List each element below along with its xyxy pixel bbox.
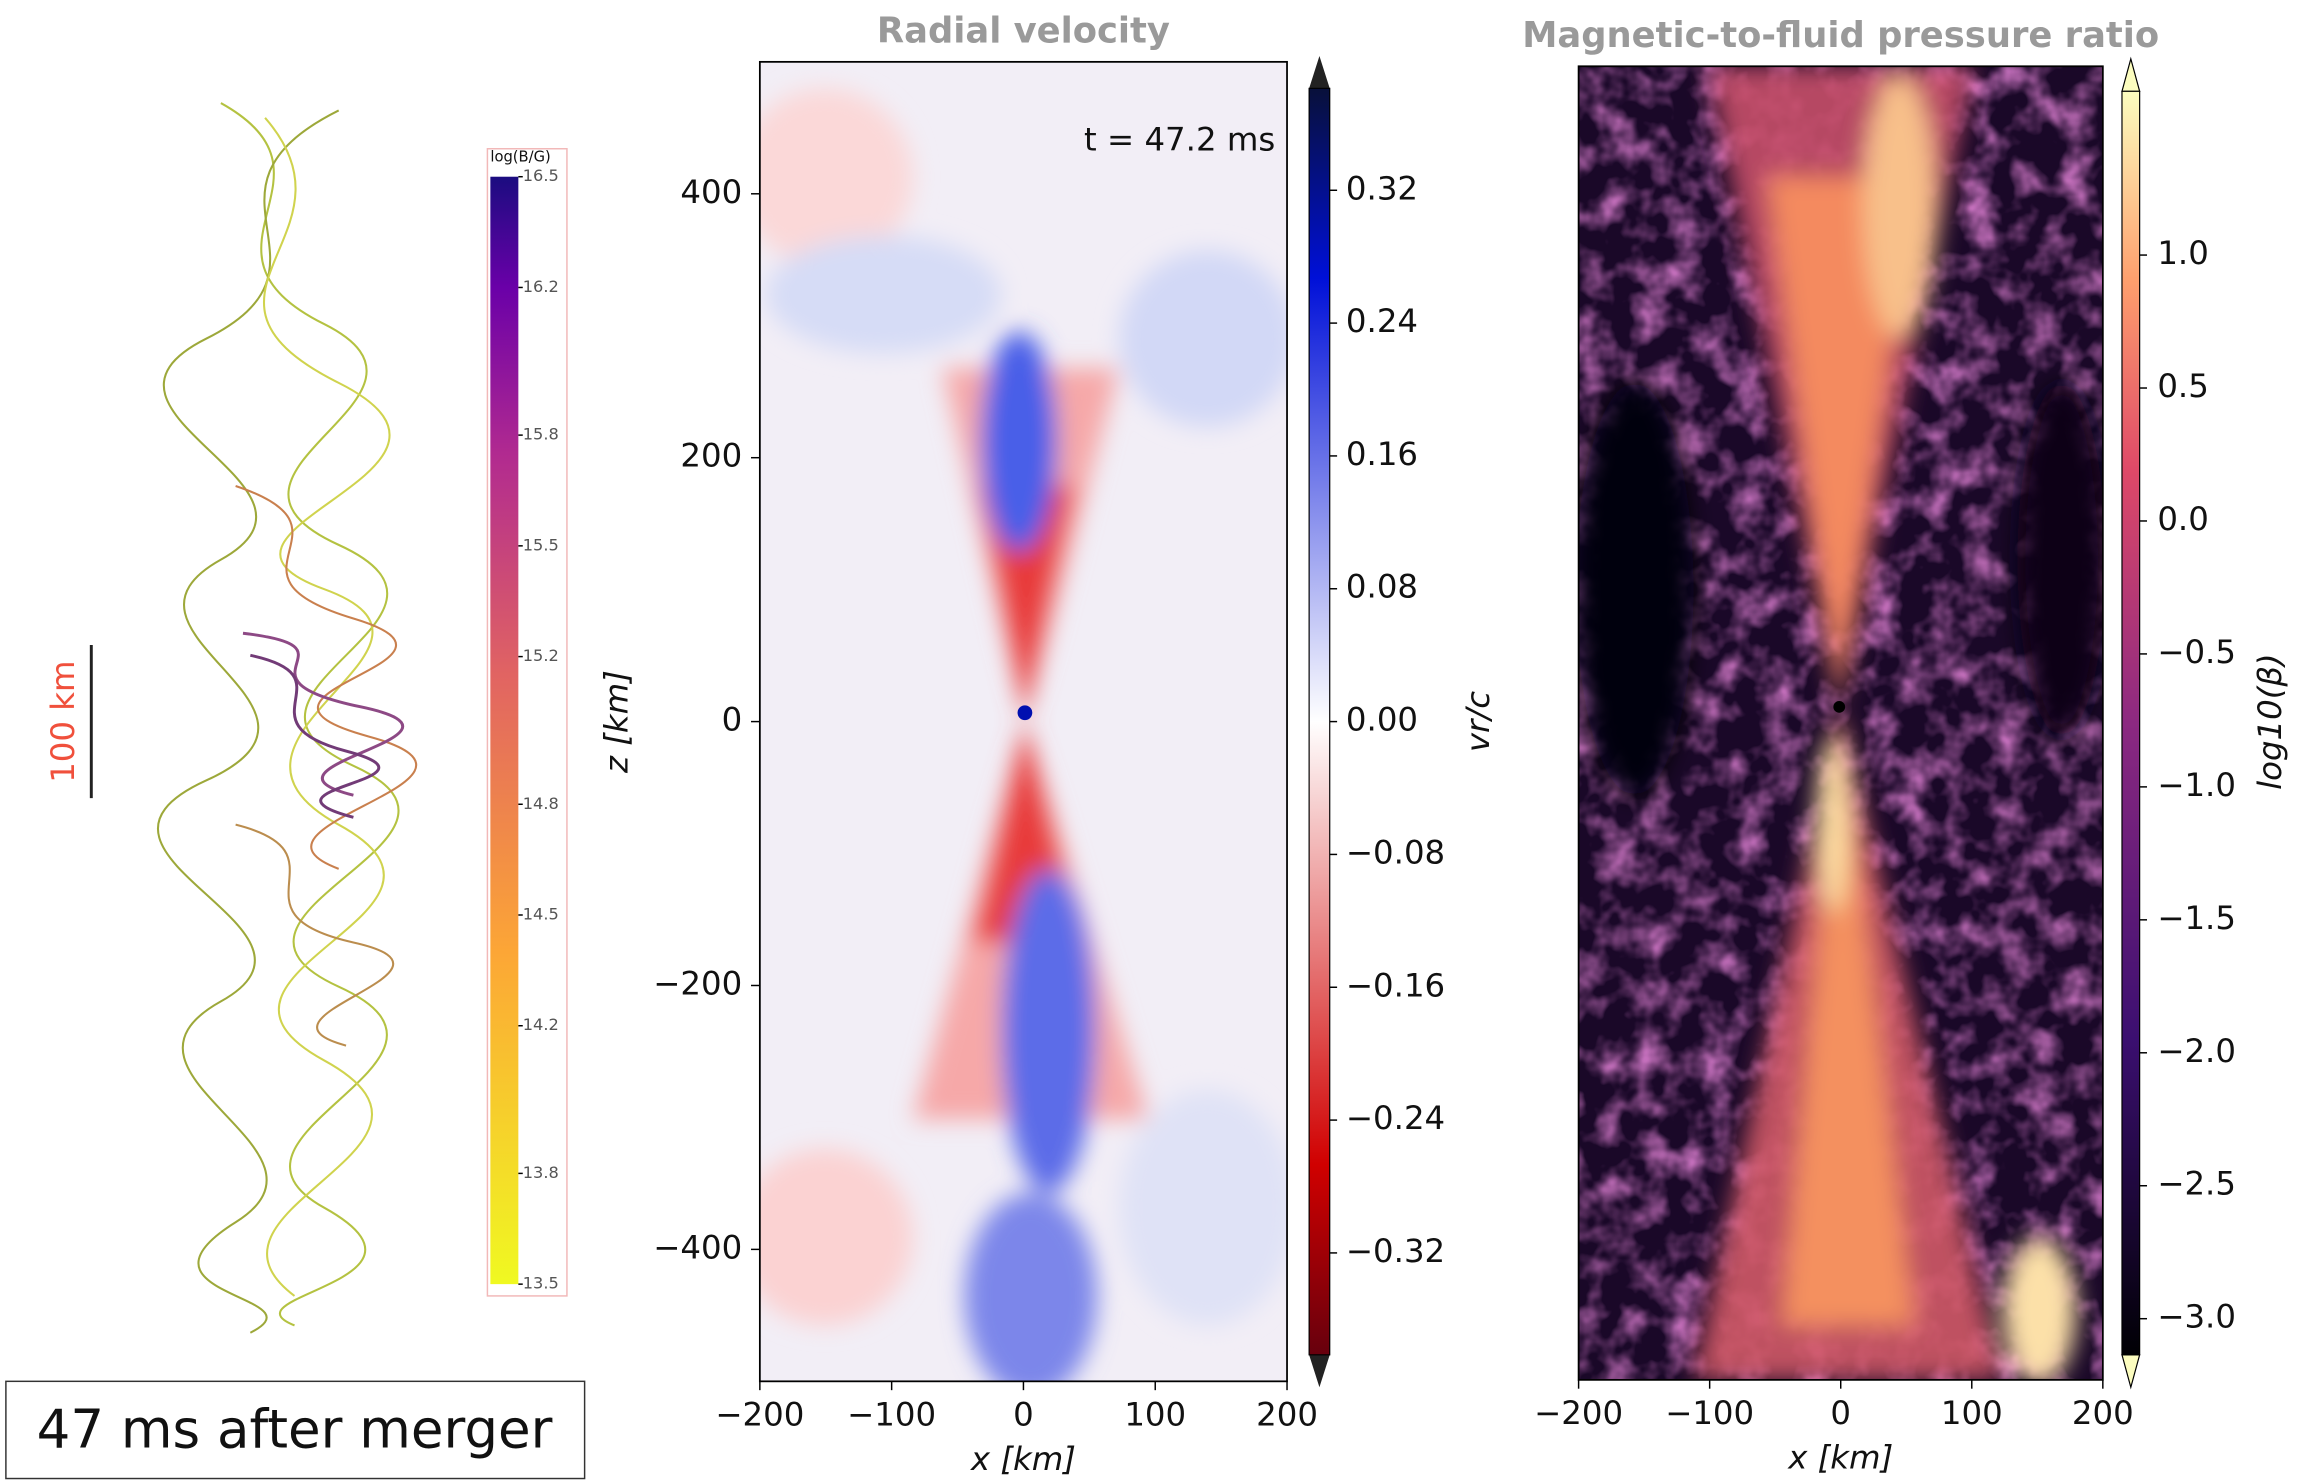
colorbar-label: log(B/G) — [490, 149, 550, 166]
colorbar-tick-label: 0.0 — [2157, 500, 2208, 538]
colorbar-tick-label: −0.16 — [1346, 966, 1445, 1004]
colorbar-tick-label: −1.0 — [2157, 766, 2236, 804]
colorbar-frame — [486, 148, 568, 1297]
colorbar — [490, 176, 519, 1285]
colorbar-label: vr/c — [1459, 691, 1497, 752]
time-annotation: t = 47.2 ms — [1084, 120, 1275, 158]
colorbar-tick-label: 14.2 — [523, 1015, 559, 1034]
colorbar-tick-label: 16.2 — [523, 277, 559, 296]
colorbar-tick-label: −0.5 — [2157, 633, 2236, 671]
colorbar-tick-label: −0.24 — [1346, 1099, 1445, 1137]
colorbar-tick-label: −0.08 — [1346, 833, 1445, 871]
x-tick-label: 100 — [1124, 1396, 1186, 1434]
caption-box — [5, 1380, 586, 1480]
colorbar-tick-label: 14.8 — [523, 794, 559, 813]
colorbar-tick-label: 0.5 — [2157, 367, 2208, 405]
caption: 47 ms after merger — [37, 1399, 553, 1461]
colorbar-tick-label: 1.0 — [2157, 234, 2208, 272]
colorbar-tick-label: 15.5 — [523, 535, 559, 554]
y-axis-label: z [km] — [597, 670, 635, 774]
colorbar — [2121, 90, 2141, 1356]
y-tick-label: −200 — [653, 964, 742, 1002]
colorbar-tick-label: 0.16 — [1346, 435, 1418, 473]
colorbar-tick-label: 15.2 — [523, 646, 559, 665]
x-tick-label: 200 — [1256, 1396, 1318, 1434]
x-tick-label: 100 — [1941, 1394, 2003, 1432]
colorbar-tick-label: 0.32 — [1346, 169, 1418, 207]
beta-field — [1578, 66, 2103, 1380]
colorbar-tick-label: −1.5 — [2157, 899, 2236, 937]
y-tick-label: 200 — [680, 437, 742, 475]
panel-title: Magnetic-to-fluid pressure ratio — [1522, 15, 2159, 56]
colorbar-tick-label: 0.08 — [1346, 568, 1418, 606]
y-tick-label: 0 — [722, 701, 743, 739]
x-axis-label: x [km] — [1787, 1438, 1893, 1476]
x-axis-label: x [km] — [970, 1440, 1076, 1478]
velocity-field — [759, 61, 1288, 1382]
y-tick-label: −400 — [653, 1228, 742, 1266]
colorbar-tick-label: −2.0 — [2157, 1032, 2236, 1070]
colorbar-tick-label: −2.5 — [2157, 1165, 2236, 1203]
field-lines-render — [157, 102, 418, 1334]
x-tick-label: −100 — [1665, 1394, 1754, 1432]
colorbar-tick-label: −0.32 — [1346, 1232, 1445, 1270]
x-tick-label: 0 — [1013, 1396, 1034, 1434]
x-tick-label: 200 — [2072, 1394, 2134, 1432]
panel-title: Radial velocity — [877, 10, 1170, 51]
scale-bar-label: 100 km — [44, 660, 82, 782]
colorbar-tick-label: 15.8 — [523, 425, 559, 444]
colorbar-tick-label: 0.24 — [1346, 302, 1418, 340]
colorbar-tick-label: 13.5 — [523, 1274, 559, 1293]
x-tick-label: −200 — [715, 1396, 804, 1434]
x-tick-label: 0 — [1830, 1394, 1851, 1432]
colorbar-label: log10(β) — [2251, 653, 2289, 789]
colorbar-tick-label: 0.00 — [1346, 701, 1418, 739]
colorbar-tick-label: 16.5 — [523, 166, 559, 185]
colorbar-tick-label: −3.0 — [2157, 1298, 2236, 1336]
x-tick-label: −100 — [847, 1396, 936, 1434]
colorbar-tick-label: 14.5 — [523, 904, 559, 923]
x-tick-label: −200 — [1534, 1394, 1623, 1432]
y-tick-label: 400 — [680, 173, 742, 211]
colorbar-tick-label: 13.8 — [523, 1163, 559, 1182]
colorbar — [1308, 87, 1331, 1356]
